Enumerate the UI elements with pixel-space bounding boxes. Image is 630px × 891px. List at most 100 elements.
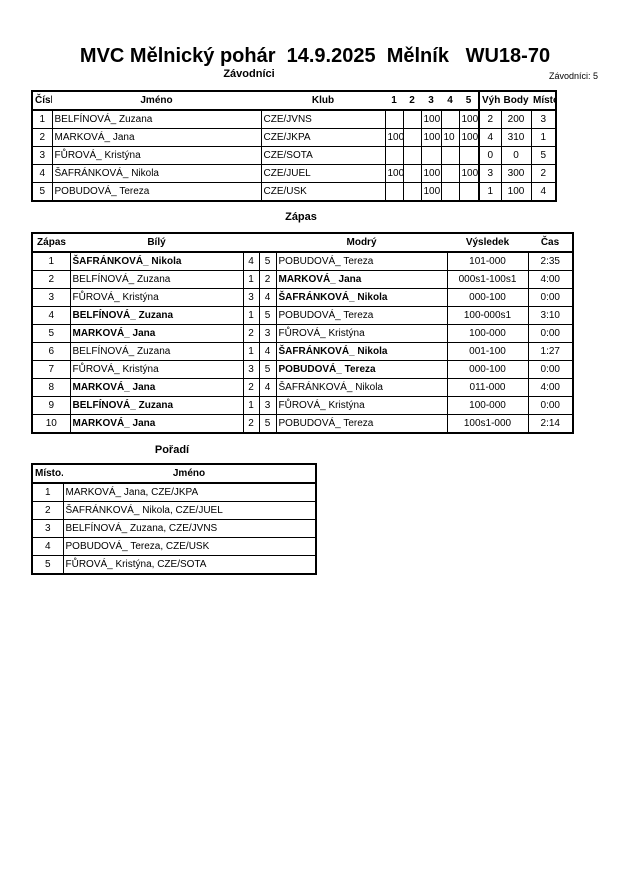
table-row: 8 MARKOVÁ_ Jana 2 4 ŠAFRÁNKOVÁ_ Nikola 011-00…	[31, 378, 574, 397]
table-cell: MARKOVÁ_ Jana	[69, 378, 244, 397]
table-cell: 100	[458, 128, 480, 147]
table-cell: BELFÍNOVÁ_ Zuzana	[51, 109, 262, 129]
table-cell: 4	[258, 378, 277, 397]
table-cell: 2	[31, 501, 64, 520]
table-cell: 100-000	[446, 324, 529, 343]
table-cell: 1	[31, 482, 64, 502]
header-row: Místo. Jméno	[32, 464, 316, 484]
table-cell: BELFÍNOVÁ_ Zuzana	[69, 306, 244, 325]
table-cell: 5	[31, 182, 53, 202]
table-row: 1 BELFÍNOVÁ_ Zuzana CZE/JVNS 100 100 2 200 3	[31, 109, 557, 129]
table-cell: BELFÍNOVÁ_ Zuzana	[69, 342, 244, 361]
table-cell: 4	[258, 288, 277, 307]
table-cell: 100	[500, 182, 532, 202]
table-cell: 0:00	[527, 324, 574, 343]
table-cell: ŠAFRÁNKOVÁ_ Nikola	[69, 251, 244, 271]
table-cell: 2	[530, 164, 557, 183]
table-cell: 5	[258, 251, 277, 271]
table-row: 2 MARKOVÁ_ Jana CZE/JKPA 100 100 10 100 4 310 1	[31, 128, 557, 147]
table-cell: MARKOVÁ_ Jana	[69, 324, 244, 343]
table-cell: 100	[420, 164, 442, 183]
table-cell: BELFÍNOVÁ_ Zuzana, CZE/JVNS	[62, 519, 317, 538]
table-cell: 0:00	[527, 360, 574, 379]
table-cell: 1	[242, 342, 260, 361]
table-cell: 2	[258, 270, 277, 289]
table-cell	[458, 146, 480, 165]
table-cell: 1	[242, 306, 260, 325]
table-cell: POBUDOVÁ_ Tereza	[275, 251, 448, 271]
table-cell: 100	[420, 128, 442, 147]
table-cell	[384, 109, 404, 129]
table-cell: 100	[458, 109, 480, 129]
table-cell: FŮROVÁ_ Kristýna	[69, 360, 244, 379]
table-cell: FŮROVÁ_ Kristýna	[275, 324, 448, 343]
table-cell: MARKOVÁ_ Jana, CZE/JKPA	[62, 482, 317, 502]
table-cell: 000-100	[446, 360, 529, 379]
table-cell: 3	[31, 146, 53, 165]
table-cell: MARKOVÁ_ Jana	[69, 414, 244, 434]
table-cell: 4	[242, 251, 260, 271]
table-cell: 2	[31, 270, 71, 289]
table-cell	[402, 109, 422, 129]
table-cell: 4	[31, 164, 53, 183]
table-cell: POBUDOVÁ_ Tereza	[275, 414, 448, 434]
table-cell: 4	[31, 537, 64, 556]
table-cell	[384, 182, 404, 202]
table-cell: 100	[384, 128, 404, 147]
table-row: 3 FŮROVÁ_ Kristýna 3 4 ŠAFRÁNKOVÁ_ Nikola 000…	[31, 288, 574, 307]
table-cell: CZE/JKPA	[260, 128, 386, 147]
table-cell: 1	[242, 396, 260, 415]
table-cell: 3	[530, 109, 557, 129]
table-cell	[402, 146, 422, 165]
table-cell: POBUDOVÁ_ Tereza	[275, 306, 448, 325]
table-cell: 1	[242, 270, 260, 289]
table-cell: 100	[420, 109, 442, 129]
table-row: 6 BELFÍNOVÁ_ Zuzana 1 4 ŠAFRÁNKOVÁ_ Nikola 00…	[31, 342, 574, 361]
table-cell	[420, 146, 442, 165]
table-cell: 8	[31, 378, 71, 397]
column-header: 2	[403, 91, 421, 111]
matches-heading: Zápas	[285, 211, 317, 223]
table-cell: ŠAFRÁNKOVÁ_ Nikola	[275, 378, 448, 397]
table-cell: MARKOVÁ_ Jana	[51, 128, 262, 147]
table-cell: 100	[420, 182, 442, 202]
table-cell: 10	[440, 128, 460, 147]
table-cell: 5	[31, 324, 71, 343]
table-row: 4 POBUDOVÁ_ Tereza, CZE/USK	[31, 537, 317, 556]
table-cell: 3	[31, 288, 71, 307]
table-cell: 100-000	[446, 396, 529, 415]
header-row: ČísloJménoKlub12345VýhraBodyMísto.	[32, 91, 556, 111]
column-header: Místo.	[32, 464, 63, 484]
table-cell: 3	[478, 164, 502, 183]
table-cell: POBUDOVÁ_ Tereza, CZE/USK	[62, 537, 317, 556]
table-cell: 5	[31, 555, 64, 575]
column-header: Klub	[261, 91, 385, 111]
table-cell: ŠAFRÁNKOVÁ_ Nikola	[275, 342, 448, 361]
ranking-table: Místo. Jméno 1 MARKOVÁ_ Jana, CZE/JKPA 2 ŠAFR…	[31, 463, 317, 575]
table-cell: POBUDOVÁ_ Tereza	[275, 360, 448, 379]
table-cell: CZE/JUEL	[260, 164, 386, 183]
table-cell	[402, 164, 422, 183]
table-row: 4 BELFÍNOVÁ_ Zuzana 1 5 POBUDOVÁ_ Tereza 100-…	[31, 306, 574, 325]
column-header: Zápas	[32, 233, 70, 253]
table-cell: FŮROVÁ_ Kristýna	[51, 146, 262, 165]
table-row: 5 POBUDOVÁ_ Tereza CZE/USK 100 1 100 4	[31, 182, 557, 202]
table-cell: 300	[500, 164, 532, 183]
table-row: 1 MARKOVÁ_ Jana, CZE/JKPA	[31, 482, 317, 502]
table-cell: 2:14	[527, 414, 574, 434]
table-cell: 4:00	[527, 378, 574, 397]
table-cell	[440, 164, 460, 183]
table-cell: 7	[31, 360, 71, 379]
table-cell: 6	[31, 342, 71, 361]
table-cell: 3:10	[527, 306, 574, 325]
table-cell: 001-100	[446, 342, 529, 361]
competitors-count: Závodníci: 5	[548, 71, 598, 81]
column-header: Místo.	[531, 91, 556, 111]
column-header: Jméno	[52, 91, 261, 111]
table-cell: 310	[500, 128, 532, 147]
table-cell: BELFÍNOVÁ_ Zuzana	[69, 270, 244, 289]
table-cell: CZE/JVNS	[260, 109, 386, 129]
table-cell: 0:00	[527, 288, 574, 307]
table-cell: 011-000	[446, 378, 529, 397]
table-row: 10 MARKOVÁ_ Jana 2 5 POBUDOVÁ_ Tereza 100s1-0…	[31, 414, 574, 434]
